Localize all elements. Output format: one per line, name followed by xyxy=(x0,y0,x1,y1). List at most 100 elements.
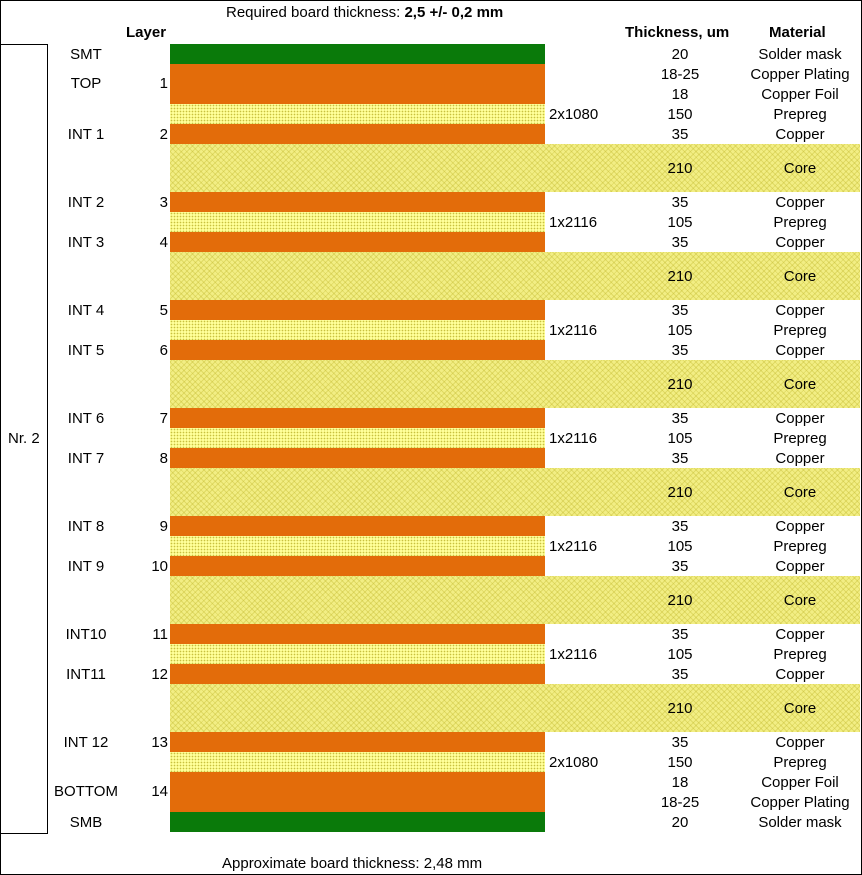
prepreg-type: 1x2116 xyxy=(549,322,598,339)
layer-material: Core xyxy=(783,160,817,177)
layer-material: Solder mask xyxy=(758,814,842,831)
thickness-column-header: Thickness, um xyxy=(625,24,730,41)
layer-name: TOP xyxy=(70,75,102,92)
layer-thickness: 210 xyxy=(667,592,693,609)
layer-thickness: 20 xyxy=(671,814,689,831)
layer-thickness: 210 xyxy=(667,268,693,285)
layer-name: INT 3 xyxy=(67,234,105,251)
layer-material: Copper xyxy=(775,302,825,319)
prepreg-type: 2x1080 xyxy=(549,754,599,771)
layer-thickness: 210 xyxy=(667,160,693,177)
solder-mask-top xyxy=(170,44,545,64)
copper-layer-9 xyxy=(170,516,545,536)
prepreg-type: 1x2116 xyxy=(549,430,598,447)
layer-material: Copper Plating xyxy=(750,66,850,83)
layer-name: BOTTOM xyxy=(54,783,118,800)
layer-number: 6 xyxy=(159,342,168,359)
layer-thickness: 35 xyxy=(671,626,689,643)
layer-material: Core xyxy=(783,700,817,717)
layer-thickness: 35 xyxy=(671,558,689,575)
prepreg-6 xyxy=(170,644,545,664)
layer-material: Prepreg xyxy=(773,106,827,123)
prepreg-type: 1x2116 xyxy=(549,538,598,555)
prepreg-4 xyxy=(170,428,545,448)
prepreg-2 xyxy=(170,212,545,232)
core-6 xyxy=(170,684,860,732)
layer-number: 5 xyxy=(159,302,168,319)
prepreg-7 xyxy=(170,752,545,772)
layer-name: INT 8 xyxy=(67,518,105,535)
layer-number: 13 xyxy=(151,734,168,751)
layer-material: Copper xyxy=(775,734,825,751)
prepreg-1 xyxy=(170,104,545,124)
required-thickness-value: 2,5 +/- 0,2 mm xyxy=(404,4,504,21)
layer-thickness: 105 xyxy=(667,430,693,447)
layer-thickness: 105 xyxy=(667,214,693,231)
layer-material: Core xyxy=(783,484,817,501)
layer-number: 10 xyxy=(151,558,168,575)
layer-number: 4 xyxy=(159,234,168,251)
layer-material: Copper Foil xyxy=(761,774,839,791)
layer-material: Copper xyxy=(775,410,825,427)
prepreg-type: 1x2116 xyxy=(549,214,598,231)
layer-material: Copper xyxy=(775,518,825,535)
copper-layer-4 xyxy=(170,232,545,252)
layer-thickness: 35 xyxy=(671,450,689,467)
required-thickness-label: Required board thickness: xyxy=(226,4,405,21)
layer-material: Copper Plating xyxy=(750,794,850,811)
core-5 xyxy=(170,576,860,624)
layer-thickness: 35 xyxy=(671,194,689,211)
required-thickness: Required board thickness: 2,5 +/- 0,2 mm xyxy=(226,4,503,22)
layer-thickness: 20 xyxy=(671,46,689,63)
layer-name: SMT xyxy=(70,46,102,63)
layer-material: Copper Foil xyxy=(761,86,839,103)
layer-name: INT 2 xyxy=(67,194,105,211)
layer-thickness: 35 xyxy=(671,734,689,751)
copper-layer-11 xyxy=(170,624,545,644)
copper-layer-10 xyxy=(170,556,545,576)
layer-name: INT10 xyxy=(65,626,107,643)
layer-number: 12 xyxy=(151,666,168,683)
layer-name: INT11 xyxy=(66,666,106,683)
copper-layer-1 xyxy=(170,64,545,104)
layer-material: Copper xyxy=(775,666,825,683)
layer-material: Solder mask xyxy=(758,46,842,63)
layer-thickness: 35 xyxy=(671,666,689,683)
layer-material: Prepreg xyxy=(773,646,827,663)
layer-number: 14 xyxy=(151,783,168,800)
prepreg-type: 1x2116 xyxy=(549,646,598,663)
layer-thickness: 210 xyxy=(667,484,693,501)
layer-name: INT 5 xyxy=(67,342,105,359)
layer-material: Copper xyxy=(775,450,825,467)
layer-thickness: 35 xyxy=(671,302,689,319)
layer-number: 8 xyxy=(159,450,168,467)
solder-mask-bottom xyxy=(170,812,545,832)
layer-material: Copper xyxy=(775,626,825,643)
layer-material: Copper xyxy=(775,194,825,211)
core-2 xyxy=(170,252,860,300)
layer-thickness: 18-25 xyxy=(660,794,700,811)
layer-name: INT 9 xyxy=(67,558,105,575)
copper-layer-13 xyxy=(170,732,545,752)
stack-group-label: Nr. 2 xyxy=(8,430,40,447)
layer-material: Core xyxy=(783,268,817,285)
layer-name: INT 7 xyxy=(67,450,105,467)
core-3 xyxy=(170,360,860,408)
copper-layer-6 xyxy=(170,340,545,360)
layer-thickness: 35 xyxy=(671,234,689,251)
prepreg-3 xyxy=(170,320,545,340)
layer-name: SMB xyxy=(69,814,103,831)
layer-thickness: 35 xyxy=(671,126,689,143)
layer-material: Prepreg xyxy=(773,430,827,447)
layer-thickness: 210 xyxy=(667,700,693,717)
layer-material: Copper xyxy=(775,558,825,575)
layer-number: 3 xyxy=(159,194,168,211)
layer-material: Copper xyxy=(775,234,825,251)
copper-layer-7 xyxy=(170,408,545,428)
layer-material: Core xyxy=(783,376,817,393)
layer-thickness: 150 xyxy=(667,106,693,123)
stack-group-bracket xyxy=(0,44,48,834)
prepreg-type: 2x1080 xyxy=(549,106,599,123)
layer-material: Copper xyxy=(775,342,825,359)
layer-material: Prepreg xyxy=(773,322,827,339)
